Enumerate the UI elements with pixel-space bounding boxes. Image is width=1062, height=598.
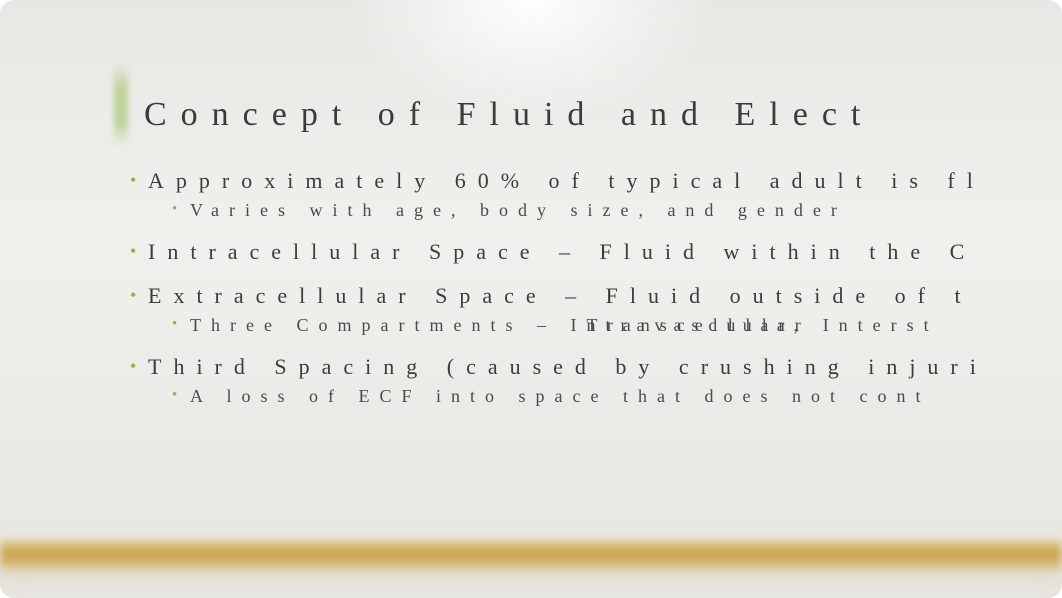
bullet-text-suffix: Interst (808, 315, 938, 335)
bullet-text: Varies with age, body size, and gender (190, 200, 847, 220)
bullet-text: Approximately 60% of typical adult is fl (148, 168, 985, 193)
slide: Concept of Fluid and Elect Approximately… (0, 0, 1062, 598)
bullet-l1: Intracellular Space – Fluid within the C (148, 239, 1062, 265)
bullet-text-prefix: Three Compartments – I (190, 315, 586, 335)
bullet-l2: Three Compartments – Intravascular,Trans… (190, 315, 1062, 336)
bullet-l1: Third Spacing (caused by crushing injuri (148, 354, 1062, 380)
bullet-l1: Approximately 60% of typical adult is fl (148, 168, 1062, 194)
slide-title: Concept of Fluid and Elect (144, 96, 874, 134)
bullet-text: Extracellular Space – Fluid outside of t (148, 283, 973, 308)
overlapping-text: ntravascular,Transcellular (586, 315, 808, 336)
bullet-l2: A loss of ECF into space that does not c… (190, 386, 1062, 407)
bullet-l2: Varies with age, body size, and gender (190, 200, 1062, 221)
gold-divider-band (0, 538, 1062, 572)
bullet-text: Intracellular Space – Fluid within the C (148, 239, 976, 264)
bullet-text: Third Spacing (caused by crushing injuri (148, 354, 988, 379)
overlay-b: Transcellular (586, 315, 810, 336)
bullet-l1: Extracellular Space – Fluid outside of t (148, 283, 1062, 309)
title-accent-bar (114, 64, 128, 146)
slide-body: Approximately 60% of typical adult is fl… (148, 168, 1062, 407)
bullet-text: A loss of ECF into space that does not c… (190, 386, 930, 406)
